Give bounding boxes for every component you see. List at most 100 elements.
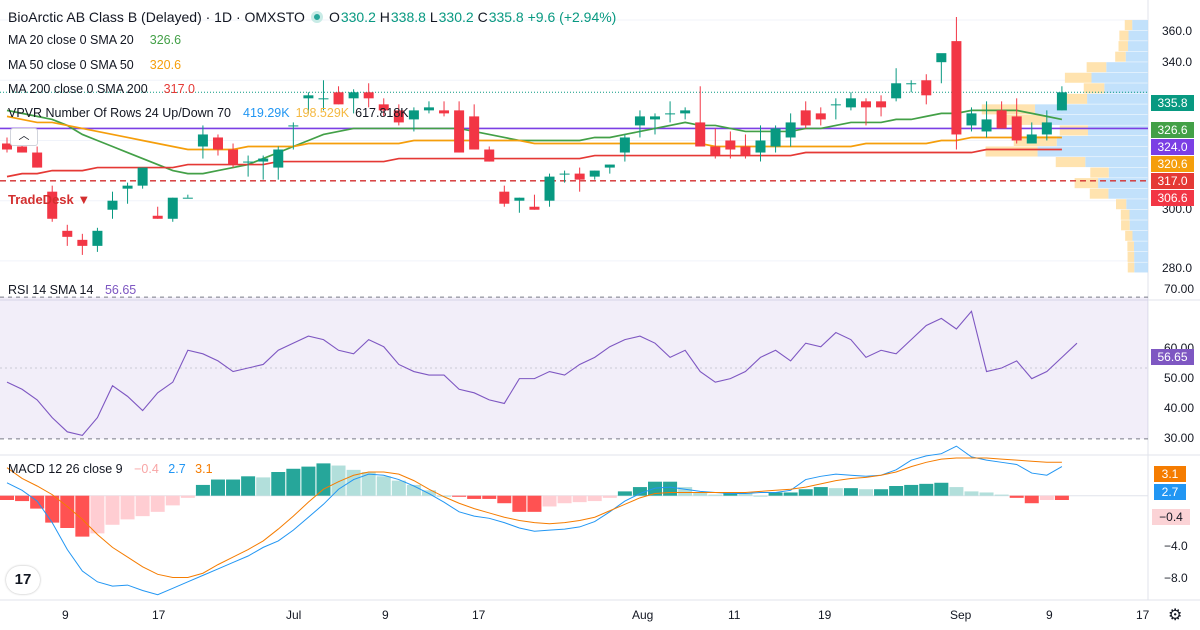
legend-vpvr[interactable]: VPVR Number Of Rows 24 Up/Down 70 419.29… xyxy=(8,106,409,120)
candle-body xyxy=(619,137,630,153)
candle-body xyxy=(288,125,299,127)
macd-hist-bar xyxy=(874,489,889,496)
macd-hist-bar xyxy=(693,492,708,496)
macd-value: 2.7 xyxy=(168,462,186,476)
macd-hist-bar xyxy=(557,495,572,504)
vpvr-down-bar xyxy=(981,104,1035,115)
macd-hist-bar xyxy=(632,487,647,496)
candle-body xyxy=(1056,92,1067,111)
vpvr-up-bar xyxy=(1133,241,1148,252)
legend-ma200[interactable]: MA 200 close 0 SMA 200 317.0 xyxy=(8,82,195,96)
legend-ma20[interactable]: MA 20 close 0 SMA 20 326.6 xyxy=(8,33,181,47)
symbol-title[interactable]: BioArctic AB Class B (Delayed) · 1D · OM… xyxy=(8,9,305,25)
rsi-legend[interactable]: RSI 14 SMA 14 56.65 xyxy=(8,283,136,297)
tradingview-logo[interactable]: 17 xyxy=(6,566,40,594)
macd-hist-bar xyxy=(964,491,979,496)
vpvr-up-bar xyxy=(1132,230,1148,241)
vpvr-up-bar xyxy=(1091,72,1148,83)
tradedesk-button[interactable]: TradeDesk ▼ xyxy=(8,192,91,207)
price-tick: 280.0 xyxy=(1162,261,1193,275)
candle-body xyxy=(996,110,1007,129)
legend-ma50[interactable]: MA 50 close 0 SMA 50 320.6 xyxy=(8,58,181,72)
macd-hist-bar xyxy=(406,484,421,496)
macd-hist-bar xyxy=(482,495,497,499)
macd-hist-bar xyxy=(391,480,406,496)
legend-value: 317.0 xyxy=(163,82,195,96)
candle-body xyxy=(197,134,208,147)
candle-body xyxy=(665,113,676,115)
candle-body xyxy=(469,116,480,150)
macd-hist-bar xyxy=(150,495,165,512)
time-tick: 9 xyxy=(1046,608,1053,622)
candle-body xyxy=(845,98,856,108)
candle-body xyxy=(574,173,585,180)
macd-hist-bar xyxy=(858,489,873,496)
time-tick: Sep xyxy=(950,608,972,622)
macd-hist-bar xyxy=(663,481,678,496)
macd-hist-bar xyxy=(271,472,286,496)
time-tick: 9 xyxy=(62,608,69,622)
macd-hist-bar xyxy=(1054,495,1069,500)
macd-hist-tag: −0.4 xyxy=(1152,509,1190,525)
vpvr-up-bar xyxy=(1126,199,1148,210)
vpvr-up-bar xyxy=(1108,167,1148,178)
vpvr-up-bar xyxy=(1034,104,1148,115)
candle-body xyxy=(680,110,691,114)
macd-hist-bar xyxy=(1009,495,1024,498)
candle-body xyxy=(182,197,193,199)
candle-body xyxy=(906,83,917,85)
candle-body xyxy=(981,119,992,132)
macd-hist-bar xyxy=(105,495,120,525)
macd-legend[interactable]: MACD 12 26 close 9 −0.4 2.7 3.1 xyxy=(8,462,213,476)
macd-hist-bar xyxy=(241,476,256,496)
candle-body xyxy=(408,110,419,120)
macd-hist-bar xyxy=(135,495,150,517)
vpvr-up: 419.29K xyxy=(243,106,290,120)
vpvr-down-bar xyxy=(1125,230,1133,241)
candle-body xyxy=(785,122,796,138)
time-tick: Aug xyxy=(632,608,654,622)
candle-body xyxy=(107,200,118,210)
legend-value: 320.6 xyxy=(149,58,182,72)
macd-hist-bar xyxy=(843,488,858,496)
candle-body xyxy=(228,149,239,165)
vpvr-down-bar xyxy=(1119,30,1129,41)
candle-body xyxy=(876,101,887,108)
vpvr-up-bar xyxy=(1132,20,1148,31)
candle-body xyxy=(830,104,841,106)
macd-hist-bar xyxy=(949,487,964,496)
macd-hist-bar xyxy=(542,495,557,507)
legend-value: 326.6 xyxy=(149,33,182,47)
candle-body xyxy=(122,185,133,189)
gear-icon[interactable]: ⚙ xyxy=(1168,607,1183,624)
macd-hist-bar xyxy=(919,483,934,496)
candle-body xyxy=(303,95,314,99)
candle-body xyxy=(212,137,223,150)
vpvr-up-bar xyxy=(1129,220,1148,231)
candle-body xyxy=(77,239,88,246)
price-tick: 360.0 xyxy=(1162,24,1193,38)
candle-body xyxy=(740,146,751,156)
vpvr-up-bar xyxy=(1128,30,1148,41)
price-tag-ma200: 317.0 xyxy=(1151,173,1194,189)
macd-hist-bar xyxy=(994,494,1009,496)
time-tick: 17 xyxy=(1136,608,1150,622)
macd-hist-bar xyxy=(301,466,316,496)
macd-hist-bar xyxy=(165,495,180,506)
time-tick: 17 xyxy=(152,608,166,622)
vpvr-up-bar xyxy=(1056,135,1148,147)
candle-body xyxy=(544,176,555,201)
collapse-legend-button[interactable]: ︿ xyxy=(10,128,38,146)
candle-body xyxy=(2,143,12,150)
macd-signal-line xyxy=(6,457,1062,579)
ma-line xyxy=(6,148,1062,178)
chart-header: BioArctic AB Class B (Delayed) · 1D · OM… xyxy=(8,9,616,25)
vpvr-up-bar xyxy=(1104,83,1148,94)
macd-hist-bar xyxy=(210,479,225,496)
candle-body xyxy=(725,140,736,150)
macd-hist-bar xyxy=(904,484,919,496)
ohlc-values: O330.2 H338.8 L330.2 C335.8 +9.6 (+2.94%… xyxy=(328,9,617,25)
candle-body xyxy=(1011,116,1022,141)
candle-body xyxy=(604,164,615,168)
